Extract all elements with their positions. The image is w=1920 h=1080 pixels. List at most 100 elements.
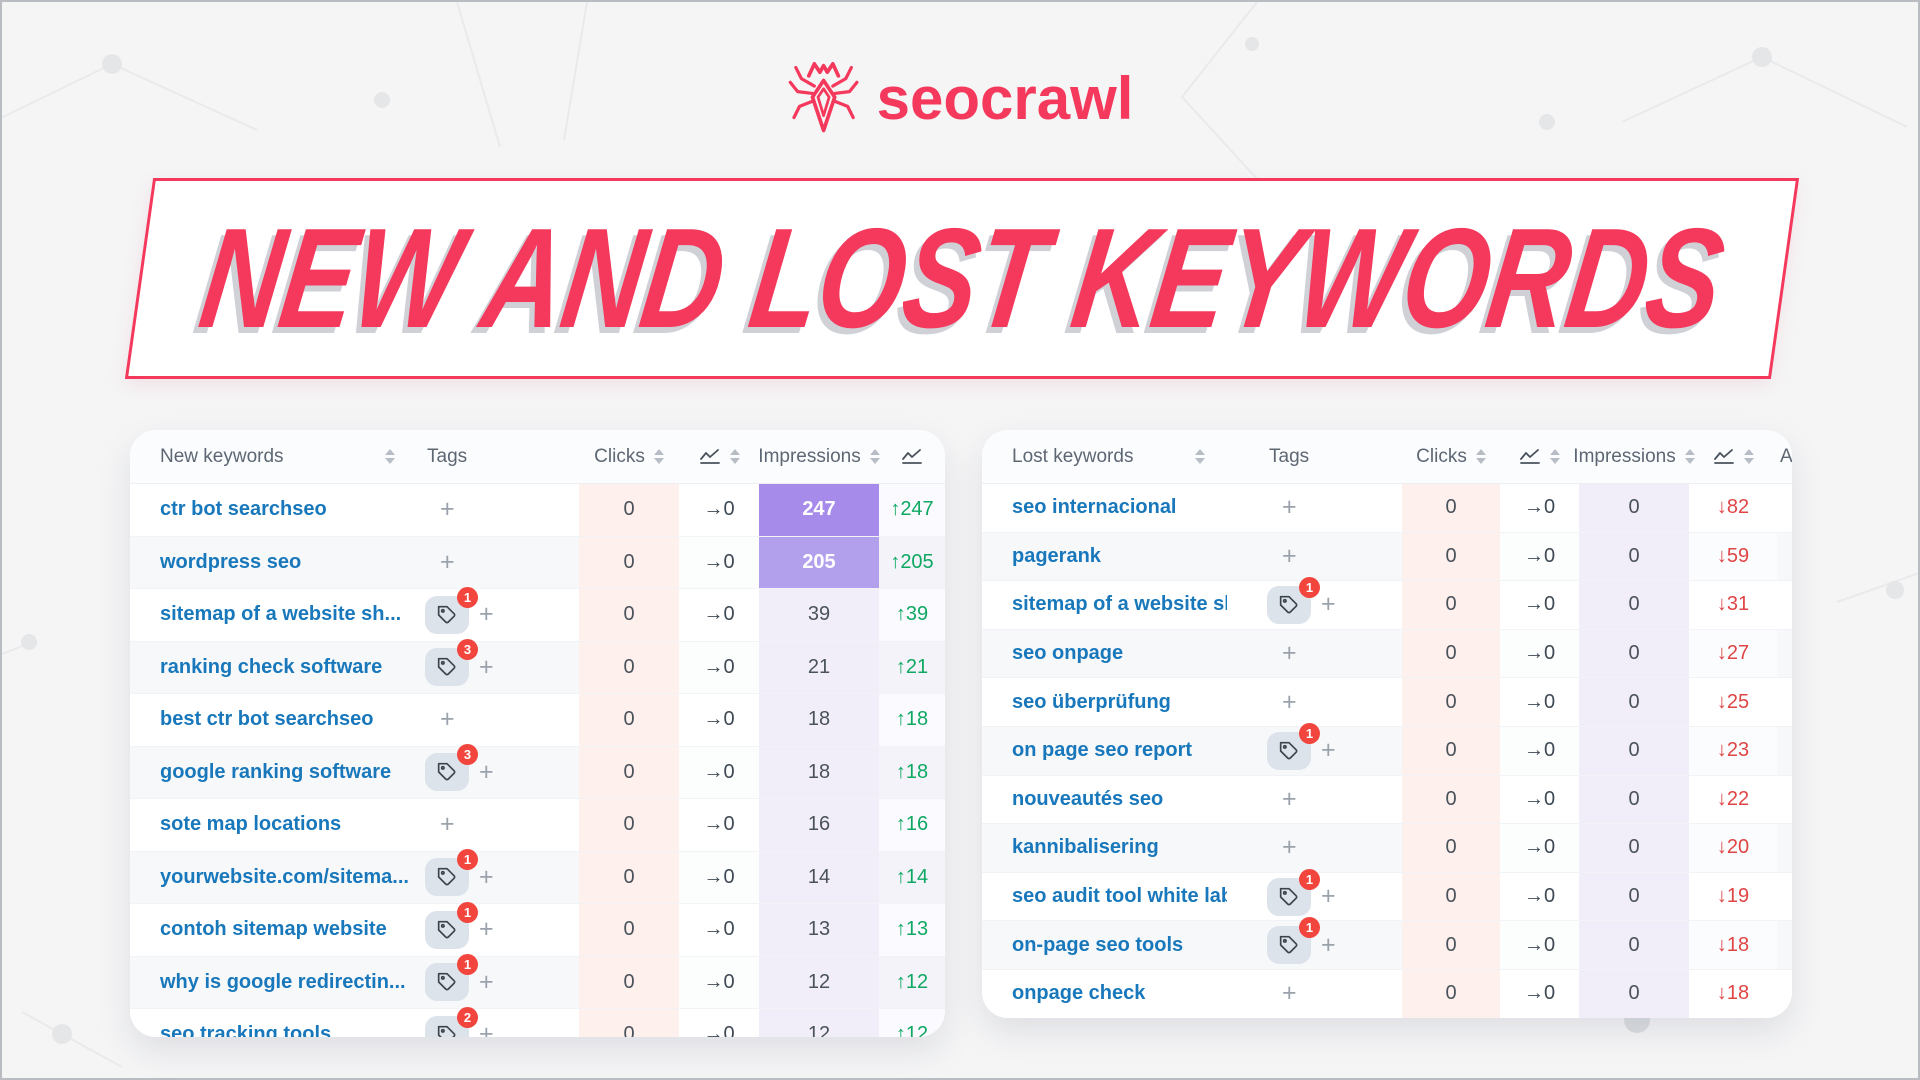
- sort-icon[interactable]: [869, 449, 880, 464]
- keyword-link[interactable]: seo tracking tools: [160, 1023, 332, 1037]
- keyword-link[interactable]: sitemap of a website sh...: [160, 603, 402, 626]
- tag-chip[interactable]: 1: [1267, 722, 1320, 770]
- add-tag-button[interactable]: +: [1282, 687, 1297, 716]
- keyword-link[interactable]: onpage check: [1012, 982, 1146, 1005]
- add-tag-button[interactable]: +: [479, 652, 494, 681]
- tag-count-badge: 1: [457, 586, 478, 608]
- table-row: on page seo report 1 +0 →0 0 ↓23: [982, 722, 1792, 776]
- keyword-link[interactable]: seo audit tool white label: [1012, 885, 1227, 908]
- impressions-trend-cell: ↓25: [1689, 678, 1777, 726]
- table-row: seo überprüfung +0 →0 0 ↓25: [982, 678, 1792, 727]
- keyword-link[interactable]: on-page seo tools: [1012, 933, 1184, 956]
- keyword-link[interactable]: seo internacional: [1012, 496, 1177, 519]
- tag-chip[interactable]: 1: [1267, 917, 1320, 965]
- tag-chip[interactable]: 1: [425, 849, 478, 897]
- tag-chip[interactable]: 1: [425, 901, 478, 949]
- column-header-impressions-trend[interactable]: [1689, 448, 1777, 465]
- tag-chip[interactable]: 2: [425, 1006, 478, 1037]
- tag-chip[interactable]: 3: [425, 744, 478, 792]
- column-header-average-truncated: Av: [1777, 446, 1792, 468]
- keyword-link[interactable]: seo überprüfung: [1012, 690, 1171, 713]
- add-tag-button[interactable]: +: [1321, 882, 1336, 911]
- add-tag-button[interactable]: +: [1321, 736, 1336, 765]
- keyword-link[interactable]: on page seo report: [1012, 739, 1193, 762]
- title-banner: NEW AND LOST KEYWORDS: [124, 178, 1800, 379]
- tag-chip[interactable]: 1: [425, 586, 478, 634]
- average-cell-truncated: [1777, 484, 1792, 532]
- add-tag-button[interactable]: +: [479, 600, 494, 629]
- add-tag-button[interactable]: +: [1282, 493, 1297, 522]
- add-tag-button[interactable]: +: [1282, 541, 1297, 570]
- sort-icon[interactable]: [1475, 449, 1486, 464]
- add-tag-button[interactable]: +: [1282, 784, 1297, 813]
- clicks-trend-cell: →0: [1500, 484, 1579, 532]
- keyword-link[interactable]: sote map locations: [160, 813, 342, 836]
- tag-icon: [1279, 935, 1298, 954]
- sort-icon[interactable]: [729, 449, 740, 464]
- line-chart-icon: [1520, 449, 1540, 464]
- keyword-link[interactable]: ctr bot searchseo: [160, 498, 327, 521]
- add-tag-button[interactable]: +: [1282, 639, 1297, 668]
- new-keywords-table: New keywords Tags Clicks Impressions: [130, 430, 945, 1037]
- keyword-cell: seo überprüfung: [982, 678, 1227, 726]
- add-tag-button[interactable]: +: [440, 495, 455, 524]
- tags-cell: 1 +: [1227, 722, 1402, 775]
- add-tag-button[interactable]: +: [479, 967, 494, 996]
- add-tag-button[interactable]: +: [479, 862, 494, 891]
- tag-chip[interactable]: 1: [1267, 576, 1320, 624]
- sort-icon[interactable]: [653, 449, 664, 464]
- add-tag-button[interactable]: +: [1321, 930, 1336, 959]
- column-header-impressions[interactable]: Impressions: [758, 446, 880, 468]
- impressions-cell: 16: [759, 799, 879, 851]
- add-tag-button[interactable]: +: [1282, 979, 1297, 1008]
- column-header-impressions[interactable]: Impressions: [1573, 446, 1695, 468]
- keyword-cell: seo internacional: [982, 484, 1227, 532]
- add-tag-button[interactable]: +: [479, 1020, 494, 1037]
- column-header-clicks-trend[interactable]: [1500, 448, 1579, 465]
- table-row: seo onpage +0 →0 0 ↓27: [982, 629, 1792, 679]
- tag-chip[interactable]: 1: [425, 954, 478, 1002]
- keyword-link[interactable]: why is google redirectin...: [160, 970, 406, 993]
- keyword-link[interactable]: sitemap of a website sh...: [1012, 593, 1227, 616]
- tag-chip[interactable]: 3: [425, 639, 478, 687]
- keyword-link[interactable]: ranking check software: [160, 655, 383, 678]
- tag-icon: [1279, 887, 1298, 906]
- keyword-link[interactable]: wordpress seo: [160, 550, 302, 573]
- tag-count-badge: 1: [1299, 917, 1320, 939]
- add-tag-button[interactable]: +: [440, 705, 455, 734]
- add-tag-button[interactable]: +: [479, 757, 494, 786]
- keyword-link[interactable]: yourwebsite.com/sitema...: [160, 865, 409, 888]
- keyword-link[interactable]: contoh sitemap website: [160, 918, 387, 941]
- column-header-impressions-trend[interactable]: [879, 448, 945, 465]
- keyword-link[interactable]: google ranking software: [160, 760, 392, 783]
- keyword-link[interactable]: nouveautés seo: [1012, 787, 1164, 810]
- add-tag-button[interactable]: +: [1282, 833, 1297, 862]
- keyword-link[interactable]: best ctr bot searchseo: [160, 708, 374, 731]
- keyword-link[interactable]: pagerank: [1012, 544, 1101, 567]
- tags-cell: +: [417, 799, 579, 851]
- tag-icon: [437, 973, 456, 991]
- column-header-lost-keywords[interactable]: Lost keywords: [982, 446, 1227, 468]
- sort-icon[interactable]: [1743, 449, 1754, 464]
- impressions-cell: 0: [1579, 581, 1689, 629]
- sort-icon[interactable]: [1684, 449, 1695, 464]
- column-header-clicks[interactable]: Clicks: [579, 446, 679, 468]
- sort-icon[interactable]: [385, 449, 395, 464]
- table-row: wordpress seo +0 →0 205 ↑205: [130, 536, 945, 589]
- tag-icon: [1279, 741, 1298, 760]
- keyword-link[interactable]: kannibalisering: [1012, 836, 1159, 859]
- sort-icon[interactable]: [1550, 449, 1560, 464]
- add-tag-button[interactable]: +: [440, 547, 455, 576]
- sort-icon[interactable]: [1195, 449, 1205, 464]
- clicks-cell: 0: [1402, 581, 1500, 629]
- column-header-new-keywords[interactable]: New keywords: [130, 446, 417, 468]
- add-tag-button[interactable]: +: [1321, 590, 1336, 619]
- impressions-cell: 14: [759, 851, 879, 903]
- column-header-clicks[interactable]: Clicks: [1402, 446, 1500, 468]
- add-tag-button[interactable]: +: [440, 810, 455, 839]
- add-tag-button[interactable]: +: [479, 915, 494, 944]
- column-header-clicks-trend[interactable]: [679, 448, 759, 465]
- tag-chip[interactable]: 1: [1267, 868, 1320, 916]
- clicks-trend-cell: →0: [679, 746, 759, 798]
- keyword-link[interactable]: seo onpage: [1012, 642, 1124, 665]
